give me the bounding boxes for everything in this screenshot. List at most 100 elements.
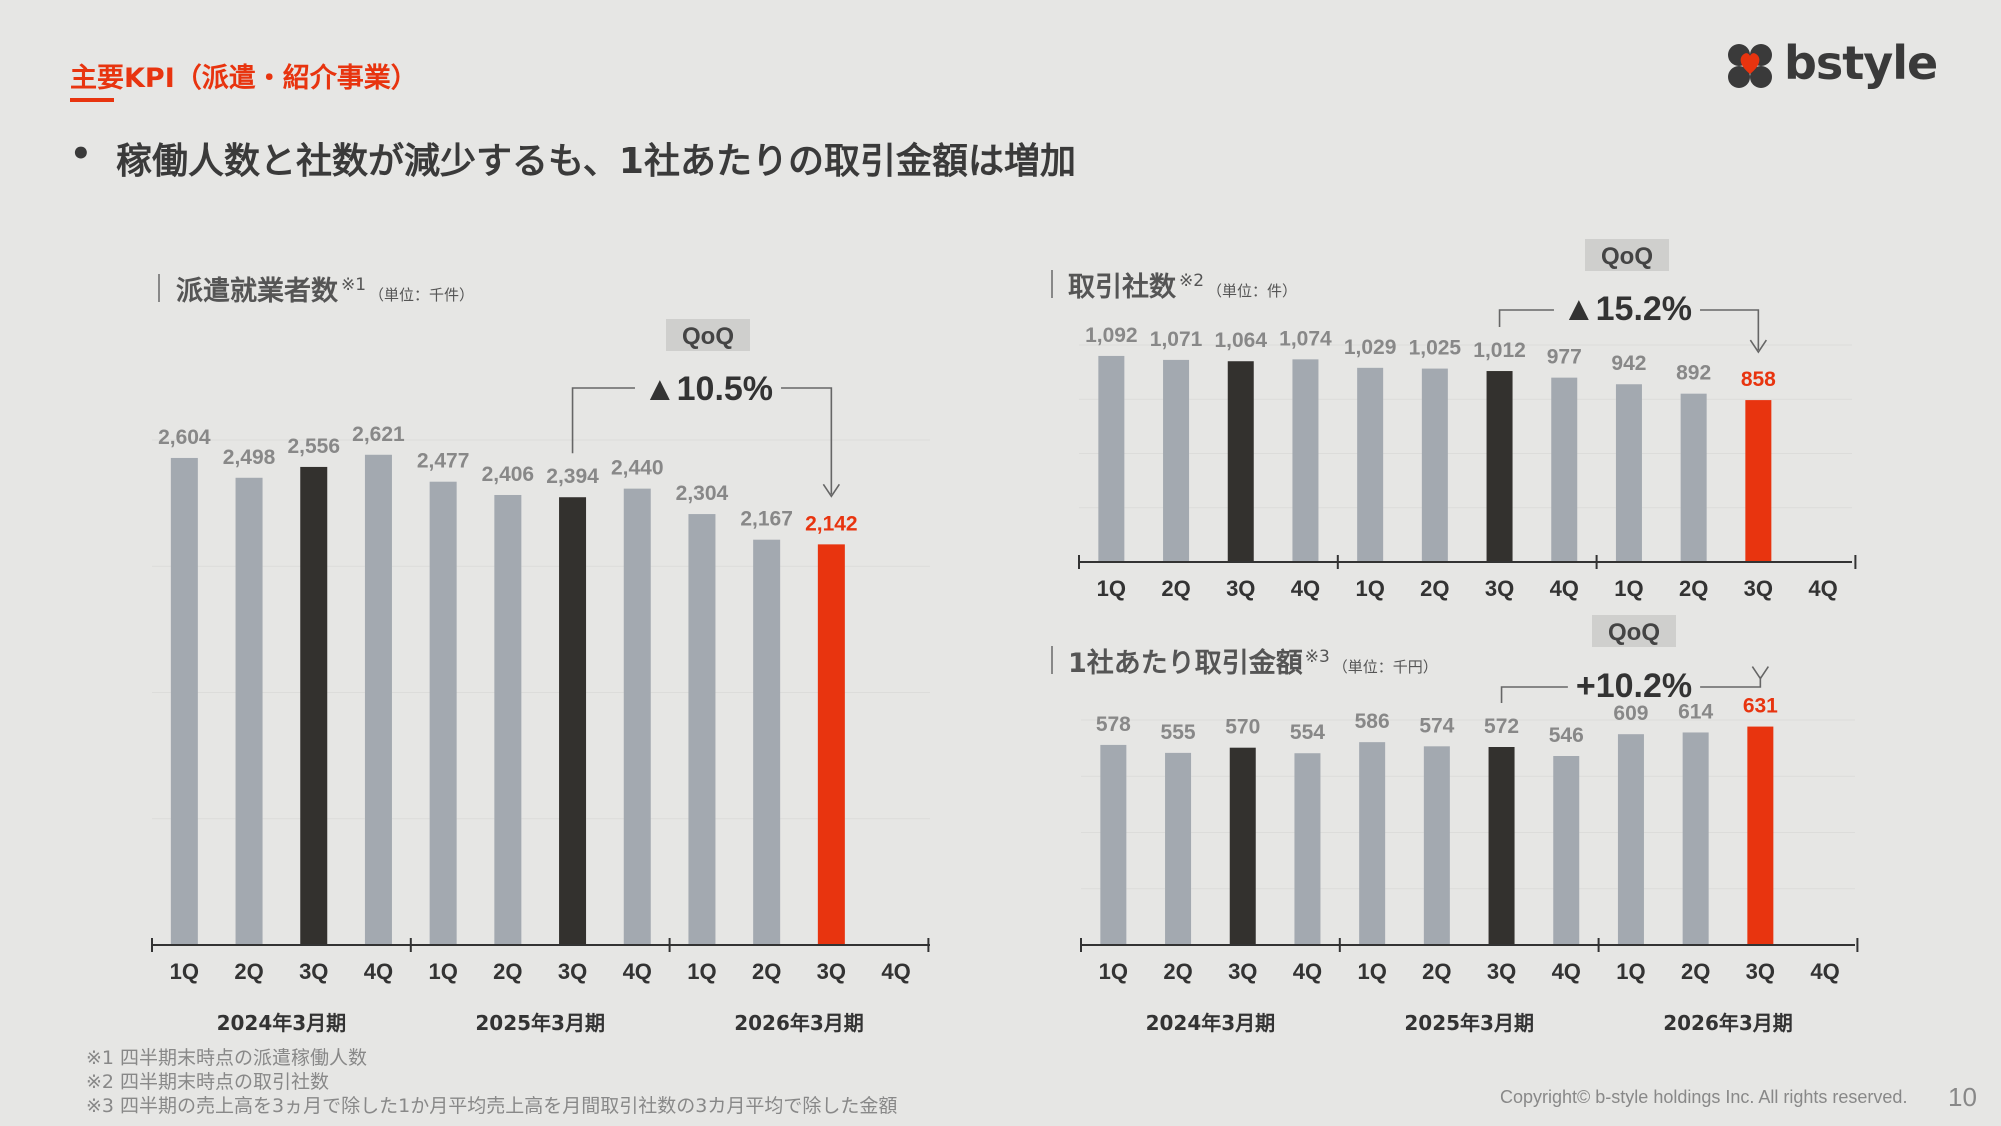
chart-clients-data-label: 1,029 <box>1344 336 1397 359</box>
chart-per-client-group-label: 2024年3月期 <box>1146 1011 1276 1035</box>
chart-clients-tick-label: 3Q <box>1485 576 1514 601</box>
chart-clients-data-label: 942 <box>1611 352 1646 375</box>
chart-per-client-tick-label: 1Q <box>1357 959 1386 984</box>
chart-per-client-tick-label: 2Q <box>1681 959 1710 984</box>
chart-clients-qoq-bracket-right <box>1700 309 1760 351</box>
chart-clients-tick-label: 1Q <box>1355 576 1384 601</box>
headline: 稼働人数と社数が減少するも、1社あたりの取引金額は増加 <box>116 141 1076 182</box>
chart-workers-data-label: 2,304 <box>676 482 729 505</box>
chart-workers-qoq-arrowhead <box>822 483 841 498</box>
chart-clients-bar <box>1227 361 1254 562</box>
chart-per-client-tick-label: 4Q <box>1293 959 1322 984</box>
chart-clients-bar <box>1421 368 1448 562</box>
section-title: 主要KPI（派遣・紹介事業） <box>70 63 418 94</box>
chart-workers-tick-label: 2Q <box>234 959 263 984</box>
chart-per-client-tick-label: 3Q <box>1487 959 1516 984</box>
chart-clients-data-label: 1,074 <box>1279 327 1332 350</box>
chart-per-client-data-label: 631 <box>1743 695 1778 718</box>
chart-per-client-bar <box>1488 747 1515 945</box>
chart-workers-data-label: 2,477 <box>417 450 470 473</box>
chart-clients-title-note: ※2 <box>1179 271 1204 291</box>
chart-clients-data-label: 1,064 <box>1214 329 1267 352</box>
chart-workers-group-label: 2025年3月期 <box>475 1011 605 1035</box>
chart-per-client-data-label: 572 <box>1484 715 1519 738</box>
logo-wordmark: bstyle <box>1784 36 1938 90</box>
chart-per-client-bar <box>1423 746 1450 945</box>
chart-clients-tick-label: 2Q <box>1161 576 1190 601</box>
chart-workers-bar <box>170 457 198 945</box>
chart-per-client-bar <box>1229 747 1256 945</box>
footnote-3: ※3 四半期の売上高を3ヵ月で除した1か月平均売上高を月間取引社数の3カ月平均で… <box>86 1095 898 1117</box>
chart-per-client-qoq-arrowhead <box>1751 666 1770 681</box>
company-logo: bstyle <box>1722 36 1938 94</box>
chart-per-client-bar <box>1165 752 1192 945</box>
chart-per-client-qoq-bracket-left <box>1500 686 1568 703</box>
chart-clients-bar <box>1486 371 1513 562</box>
chart-per-client-qoq-bracket-right <box>1700 676 1762 688</box>
chart-workers-tick-label: 1Q <box>687 959 716 984</box>
chart-workers-tick-label: 3Q <box>558 959 587 984</box>
chart-workers-tick-label: 4Q <box>364 959 393 984</box>
chart-workers-tick-label: 1Q <box>170 959 199 984</box>
chart-workers-qoq-box <box>666 319 750 351</box>
chart-workers-data-label: 2,406 <box>482 463 535 486</box>
chart-per-client-data-label: 574 <box>1419 714 1454 737</box>
chart-clients-data-label: 1,025 <box>1409 337 1462 360</box>
chart-per-client-tick-label: 3Q <box>1228 959 1257 984</box>
chart-clients-tick-label: 2Q <box>1420 576 1449 601</box>
chart-per-client-data-label: 554 <box>1290 721 1325 744</box>
chart-clients-data-label: 858 <box>1741 368 1776 391</box>
chart-clients-tick-label: 3Q <box>1226 576 1255 601</box>
chart-clients-data-label: 1,092 <box>1085 324 1138 347</box>
footnote-1: ※1 四半期末時点の派遣稼働人数 <box>86 1047 368 1069</box>
chart-per-client-bar <box>1100 744 1127 945</box>
chart-per-client-data-label: 555 <box>1161 721 1196 744</box>
chart-clients-data-label: 1,012 <box>1473 339 1526 362</box>
chart-clients-tick-label: 1Q <box>1614 576 1643 601</box>
chart-per-client-qoq-value: +10.2% <box>1576 667 1692 705</box>
chart-workers-bar <box>429 481 457 945</box>
chart-clients-tick-label: 4Q <box>1808 576 1837 601</box>
chart-workers-data-label: 2,556 <box>287 435 340 458</box>
chart-per-client-data-label: 570 <box>1225 716 1260 739</box>
chart-workers-data-label: 2,604 <box>158 426 211 449</box>
chart-per-client-tick-label: 1Q <box>1616 959 1645 984</box>
chart-per-client-data-label: 578 <box>1096 713 1131 736</box>
chart-workers-title: 派遣就業者数 <box>176 276 339 307</box>
clover-heart-icon <box>1728 44 1772 88</box>
chart-clients-title: 取引社数 <box>1068 271 1177 303</box>
chart-clients-data-label: 977 <box>1547 346 1582 369</box>
chart-clients-bar <box>1615 384 1642 562</box>
chart-clients-qoq-box <box>1585 239 1669 271</box>
chart-workers-qoq-bracket-left <box>571 387 635 454</box>
footnotes: ※1 四半期末時点の派遣稼働人数 ※2 四半期末時点の取引社数 ※3 四半期の売… <box>86 1046 897 1118</box>
chart-per-client-data-label: 586 <box>1355 710 1390 733</box>
chart-per-client-title-note: ※3 <box>1305 647 1330 667</box>
section-title-underline <box>70 98 114 102</box>
chart-per-client-qoq-label: QoQ <box>1608 619 1660 646</box>
chart-workers-bar <box>688 514 716 945</box>
chart-workers-title-note: ※1 <box>341 275 366 295</box>
chart-per-client-title: 1社あたり取引金額 <box>1068 647 1303 679</box>
chart-workers-tick-label: 3Q <box>817 959 846 984</box>
chart-per-client-group-label: 2025年3月期 <box>1404 1011 1534 1035</box>
chart-workers-bar <box>300 466 328 945</box>
chart-workers-data-label: 2,167 <box>740 508 793 531</box>
chart-clients-tick-label: 1Q <box>1097 576 1126 601</box>
headline-bullet: • <box>70 134 92 174</box>
chart-per-client-bar <box>1747 726 1774 945</box>
chart-per-client-group-label: 2026年3月期 <box>1663 1011 1793 1035</box>
chart-per-client-data-label: 546 <box>1549 724 1584 747</box>
chart-per-client-qoq-box <box>1592 615 1676 647</box>
chart-per-client-unit: （単位：千円） <box>1333 658 1438 676</box>
chart-per-client-data-label: 609 <box>1613 702 1648 725</box>
chart-per-client-tick-label: 3Q <box>1746 959 1775 984</box>
chart-per-client-bar <box>1682 732 1709 945</box>
chart-workers-bar <box>364 454 392 945</box>
chart-workers-unit: （単位：千件） <box>369 286 474 304</box>
chart-workers-tick-label: 4Q <box>881 959 910 984</box>
chart-clients-bar <box>1745 400 1772 562</box>
chart-clients-bar <box>1163 359 1190 562</box>
chart-workers-data-label: 2,440 <box>611 457 664 480</box>
chart-clients-bar <box>1551 377 1578 562</box>
